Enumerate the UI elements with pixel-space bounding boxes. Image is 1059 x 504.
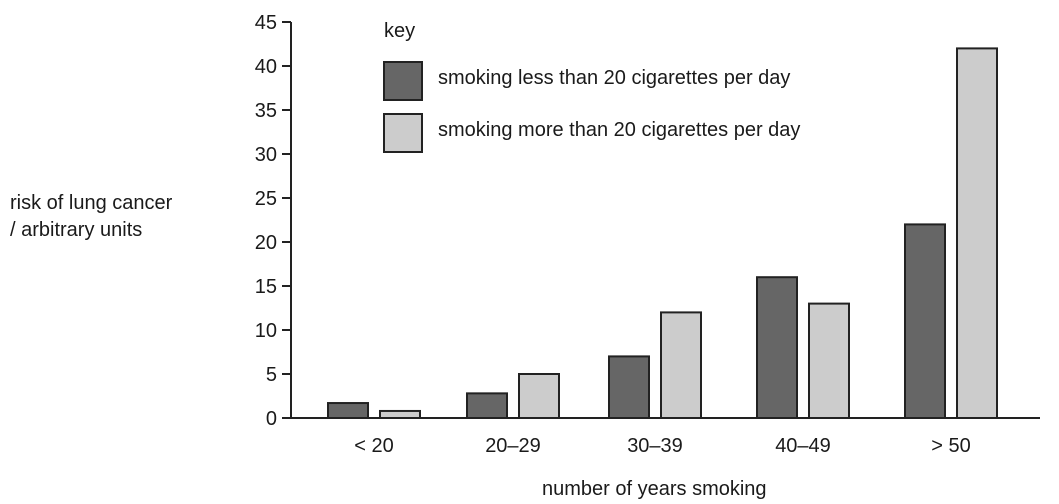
x-tick-label: > 50 [931,435,970,457]
bar-series-1-0 [327,402,369,420]
x-tick-label: < 20 [354,435,393,457]
y-tick-label: 40 [255,56,277,78]
bars: < 20 20–29 30–39 40–49 > 50 [354,435,970,457]
legend-swatch-series-2 [383,113,423,153]
x-tick-label: 40–49 [775,435,831,457]
legend-label-series-1: smoking less than 20 cigarettes per day [438,67,791,89]
bar-series-2-4 [956,47,998,420]
bar-series-2-1 [518,373,560,419]
y-tick-label: 20 [255,232,277,254]
y-axis-label: risk of lung cancer / arbitrary units [10,190,172,244]
legend-label-series-2: smoking more than 20 cigarettes per day [438,119,801,141]
y-tick-label: 30 [255,144,277,166]
y-tick-label: 45 [255,12,277,34]
bar-series-2-3 [808,302,850,420]
y-tick-label: 5 [266,364,277,386]
bar-series-1-1 [466,392,508,419]
y-tick-label: 0 [266,408,277,430]
bar-series-1-2 [608,355,650,419]
legend-title: key [384,20,416,42]
y-axis-label-line-2: / arbitrary units [10,219,143,241]
y-tick-label: 10 [255,320,277,342]
bar-series-2-0 [379,409,421,419]
x-axis-label: number of years smoking [542,478,767,500]
x-tick-label: 30–39 [627,435,683,457]
bar-series-1-4 [904,223,946,419]
axes: 0 5 10 15 20 25 30 35 40 45 [255,12,1040,430]
y-axis-label-line-1: risk of lung cancer [10,192,173,214]
y-tick-label: 35 [255,100,277,122]
bar-series-2-2 [660,311,702,419]
y-tick-label: 25 [255,188,277,210]
x-tick-label: 20–29 [485,435,541,457]
y-tick-label: 15 [255,276,277,298]
bar-series-1-3 [756,276,798,420]
legend-swatch-series-1 [383,61,423,101]
